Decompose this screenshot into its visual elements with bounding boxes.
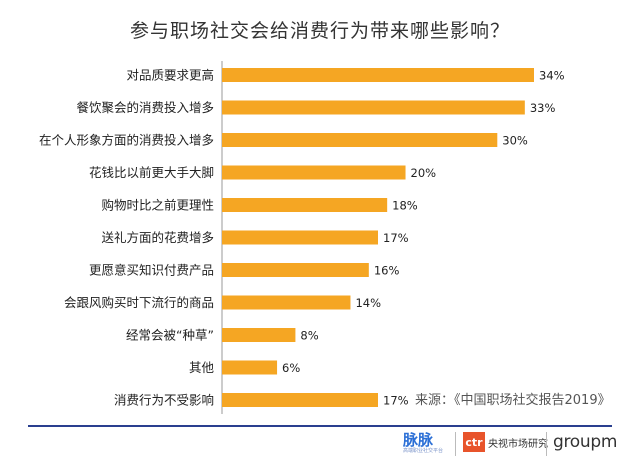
- bar: [222, 360, 278, 375]
- bar: [222, 263, 369, 277]
- bar: [222, 68, 534, 82]
- logo-separator: [546, 432, 547, 456]
- ctr-logo-badge: ctr: [463, 432, 485, 452]
- category-label: 更愿意买知识付费产品: [89, 263, 214, 278]
- value-label: 34%: [539, 69, 565, 83]
- bar: [222, 230, 378, 245]
- value-label: 6%: [282, 361, 300, 375]
- bar: [222, 393, 378, 407]
- chart-title: 参与职场社交会给消费行为带来哪些影响？: [129, 20, 510, 42]
- category-label: 餐饮聚会的消费投入增多: [76, 100, 214, 115]
- category-label: 会跟风购买时下流行的商品: [64, 295, 214, 310]
- value-label: 33%: [530, 101, 556, 115]
- bar: [222, 165, 406, 180]
- category-label: 消费行为不受影响: [114, 393, 214, 408]
- value-label: 17%: [383, 394, 409, 408]
- category-label: 送礼方面的花费增多: [101, 230, 214, 245]
- value-label: 18%: [392, 199, 418, 213]
- category-label: 其他: [189, 360, 215, 375]
- maimai-logo: 脉脉 高端职业社交平台: [403, 432, 443, 454]
- bar: [222, 328, 296, 342]
- category-label: 购物时比之前更理性: [101, 198, 214, 213]
- groupm-logo: groupm: [553, 432, 618, 452]
- bar: [222, 133, 498, 147]
- maimai-logo-text: 脉脉: [403, 431, 434, 449]
- bar: [222, 100, 525, 115]
- ctr-logo: ctr 央视市场研究: [463, 432, 548, 452]
- bar-chart: 对品质要求更高 34% 餐饮聚会的消费投入增多 33% 在个人形象方面的消费投入增多 30…: [39, 61, 565, 414]
- category-label: 对品质要求更高: [126, 68, 214, 83]
- value-label: 30%: [502, 134, 528, 148]
- footer-divider: [28, 425, 612, 427]
- logo-separator: [455, 432, 456, 456]
- value-label: 20%: [411, 166, 437, 180]
- bar: [222, 198, 388, 212]
- category-label: 在个人形象方面的消费投入增多: [39, 133, 214, 148]
- value-label: 14%: [355, 296, 381, 310]
- category-label: 经常会被“种草”: [126, 328, 214, 343]
- bar: [222, 295, 351, 310]
- source-note: 来源：《中国职场社交报告2019》: [415, 393, 611, 408]
- value-label: 17%: [383, 231, 409, 245]
- ctr-logo-text: 央视市场研究: [488, 438, 548, 450]
- maimai-logo-subtext: 高端职业社交平台: [403, 448, 444, 454]
- category-label: 花钱比以前更大手大脚: [89, 165, 214, 180]
- value-label: 8%: [300, 329, 318, 343]
- value-label: 16%: [374, 264, 400, 278]
